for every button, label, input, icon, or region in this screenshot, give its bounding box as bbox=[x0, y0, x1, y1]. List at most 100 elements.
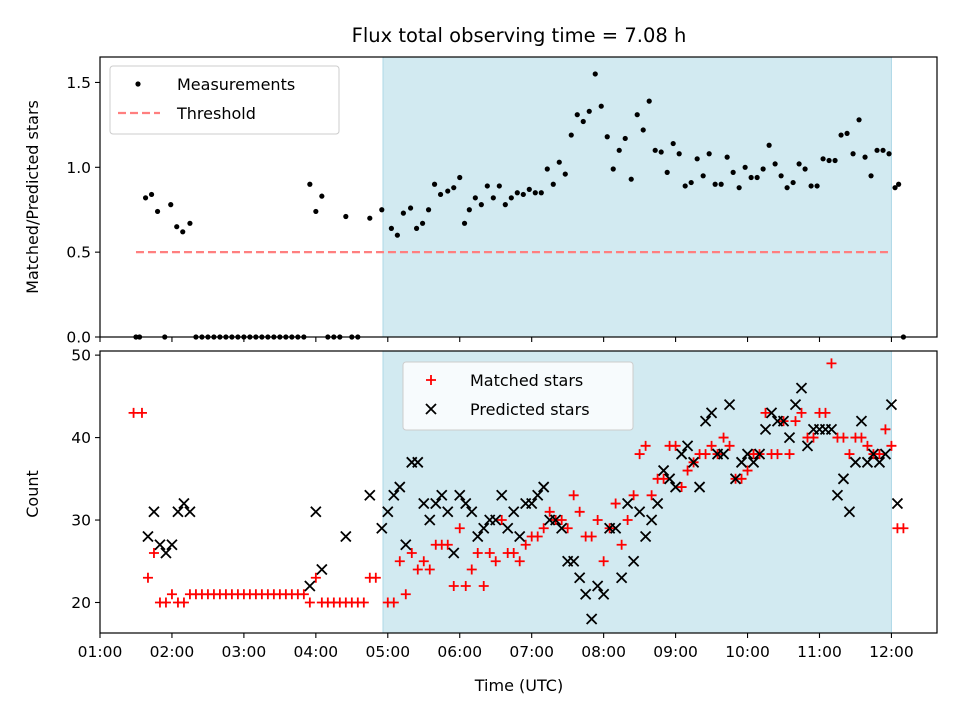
data-point bbox=[796, 161, 802, 167]
data-point bbox=[646, 98, 652, 104]
data-point bbox=[705, 407, 718, 419]
data-point bbox=[172, 506, 184, 518]
data-point bbox=[562, 171, 568, 177]
data-point bbox=[556, 159, 562, 165]
data-point bbox=[532, 531, 543, 542]
data-point bbox=[568, 555, 580, 567]
data-point bbox=[448, 581, 459, 591]
data-point bbox=[148, 191, 155, 198]
data-point bbox=[747, 456, 760, 468]
legend-label: Measurements bbox=[177, 75, 295, 94]
data-point bbox=[849, 456, 862, 468]
observing-span bbox=[382, 56, 892, 338]
data-point bbox=[472, 195, 478, 201]
series-predicted-stars bbox=[142, 382, 904, 625]
data-point bbox=[568, 490, 579, 501]
data-point bbox=[736, 185, 742, 191]
data-point bbox=[358, 597, 369, 608]
data-point bbox=[687, 456, 700, 468]
data-point bbox=[508, 548, 519, 559]
data-point bbox=[478, 522, 490, 534]
data-point bbox=[148, 548, 159, 559]
data-point bbox=[478, 581, 489, 591]
data-point bbox=[699, 415, 712, 427]
data-point bbox=[142, 530, 154, 543]
data-point bbox=[639, 530, 652, 543]
data-point bbox=[856, 117, 862, 123]
data-point bbox=[466, 506, 478, 518]
data-point bbox=[437, 191, 444, 198]
data-point bbox=[313, 208, 319, 215]
data-point bbox=[814, 183, 820, 189]
data-point bbox=[681, 440, 694, 452]
data-point bbox=[586, 108, 592, 114]
data-point bbox=[430, 497, 442, 510]
data-point bbox=[628, 490, 639, 501]
data-point bbox=[633, 506, 646, 518]
data-point bbox=[784, 185, 790, 191]
data-point bbox=[367, 215, 373, 221]
bottom-y-axis-label: Count bbox=[23, 470, 42, 518]
data-point bbox=[448, 547, 460, 559]
legend-marker bbox=[135, 81, 141, 87]
data-point bbox=[166, 589, 177, 600]
data-point bbox=[831, 489, 844, 501]
y-tick-label: 30 bbox=[71, 512, 91, 530]
x-tick-label: 12:00 bbox=[869, 643, 914, 661]
data-point bbox=[700, 449, 711, 460]
data-point bbox=[154, 539, 166, 551]
data-point bbox=[873, 456, 886, 468]
data-point bbox=[388, 225, 394, 231]
data-point bbox=[538, 190, 544, 196]
data-point bbox=[412, 564, 423, 575]
data-point bbox=[718, 432, 729, 443]
data-point bbox=[316, 563, 328, 576]
x-tick-label: 04:00 bbox=[294, 643, 339, 661]
data-point bbox=[886, 440, 897, 451]
data-point bbox=[741, 448, 754, 460]
data-point bbox=[700, 173, 706, 179]
data-point bbox=[394, 556, 405, 567]
data-point bbox=[490, 556, 501, 567]
x-tick-label: 05:00 bbox=[365, 643, 410, 661]
data-point bbox=[862, 154, 868, 160]
data-point bbox=[340, 530, 352, 543]
data-point bbox=[772, 449, 783, 460]
x-tick-label: 08:00 bbox=[581, 643, 626, 661]
data-point bbox=[425, 207, 432, 213]
data-point bbox=[394, 481, 406, 493]
x-tick-label: 11:00 bbox=[797, 643, 842, 661]
data-point bbox=[706, 440, 717, 451]
top-y-axis-label: Matched/Predicted stars bbox=[23, 100, 42, 294]
data-point bbox=[544, 506, 555, 517]
data-point bbox=[379, 207, 385, 213]
data-point bbox=[634, 112, 640, 118]
plot-frame bbox=[99, 350, 938, 634]
data-point bbox=[376, 522, 388, 534]
data-point bbox=[424, 564, 435, 575]
data-point bbox=[142, 572, 153, 583]
data-point bbox=[472, 530, 484, 543]
data-point bbox=[640, 127, 646, 133]
data-point bbox=[418, 497, 430, 510]
data-point bbox=[736, 473, 747, 484]
data-point bbox=[166, 539, 178, 551]
data-point bbox=[460, 581, 471, 591]
data-point bbox=[442, 539, 453, 550]
data-point bbox=[419, 220, 426, 226]
data-point bbox=[457, 174, 463, 181]
data-point bbox=[154, 208, 161, 215]
y-tick-label: 0.0 bbox=[66, 329, 91, 347]
data-point bbox=[896, 181, 902, 187]
data-point bbox=[400, 539, 412, 551]
legend: Measurements Threshold bbox=[109, 65, 340, 135]
data-point bbox=[759, 423, 772, 435]
y-tick-label: 1.5 bbox=[66, 74, 91, 92]
data-point bbox=[669, 481, 682, 493]
data-point bbox=[413, 225, 420, 231]
data-point bbox=[307, 181, 313, 187]
data-point bbox=[520, 191, 526, 198]
data-point bbox=[610, 166, 616, 172]
legend-marker bbox=[425, 403, 437, 415]
chart-title: Flux total observing time = 7.08 h bbox=[352, 24, 687, 47]
